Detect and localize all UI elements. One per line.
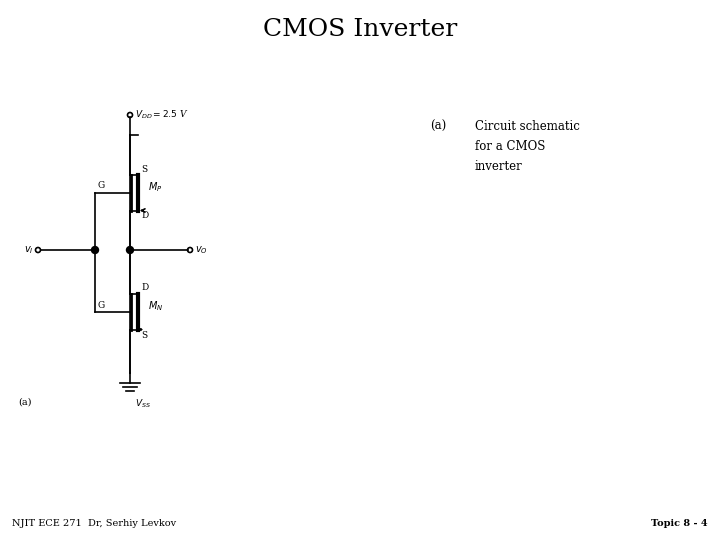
Text: NJIT ECE 271  Dr, Serhiy Levkov: NJIT ECE 271 Dr, Serhiy Levkov (12, 519, 176, 528)
Text: $V_{SS}$: $V_{SS}$ (135, 397, 151, 409)
Text: (a): (a) (18, 398, 32, 407)
Text: G: G (98, 181, 105, 191)
Text: $v_O$: $v_O$ (195, 244, 208, 256)
Text: $M_P$: $M_P$ (148, 180, 163, 194)
Text: S: S (141, 165, 147, 173)
Text: CMOS Inverter: CMOS Inverter (263, 18, 457, 41)
Text: D: D (141, 284, 148, 293)
Text: S: S (141, 330, 147, 340)
Text: $V_{DD} = 2.5$ V: $V_{DD} = 2.5$ V (135, 109, 189, 122)
Text: Circuit schematic
for a CMOS
inverter: Circuit schematic for a CMOS inverter (475, 120, 580, 173)
Text: G: G (98, 300, 105, 309)
Text: (a): (a) (430, 120, 446, 133)
Text: D: D (141, 212, 148, 220)
Text: $M_N$: $M_N$ (148, 300, 163, 313)
Circle shape (91, 246, 99, 253)
Circle shape (127, 246, 133, 253)
Text: $v_I$: $v_I$ (24, 244, 34, 256)
Text: Topic 8 - 4: Topic 8 - 4 (652, 519, 708, 528)
